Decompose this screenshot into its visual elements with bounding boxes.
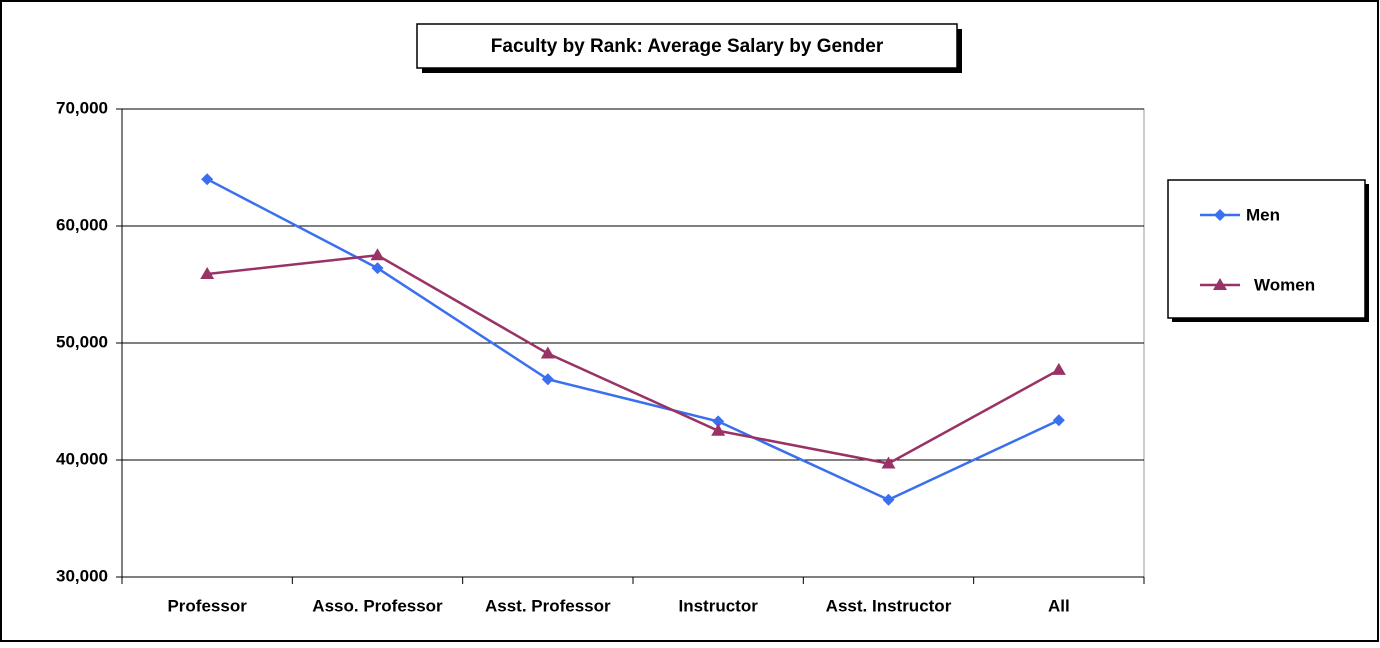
- title-box: [416, 23, 958, 69]
- y-tick-label: 60,000: [56, 215, 108, 234]
- data-point: [200, 266, 215, 279]
- data-point: [1051, 362, 1066, 375]
- data-point: [201, 173, 214, 186]
- x-tick-label: All: [1048, 596, 1070, 615]
- data-point: [370, 248, 385, 261]
- data-point: [541, 373, 554, 386]
- series-line: [206, 178, 1060, 502]
- series-line: [207, 253, 1060, 465]
- x-tick-label: Professor: [167, 596, 247, 615]
- legend-box: [1167, 179, 1366, 319]
- x-tick-label: Asst. Instructor: [826, 596, 952, 615]
- legend-label: Women: [1254, 275, 1315, 294]
- x-tick-label: Instructor: [678, 596, 758, 615]
- data-point: [712, 415, 725, 428]
- chart-title: Faculty by Rank: Average Salary by Gende…: [491, 36, 884, 57]
- legend-marker: [1214, 209, 1226, 221]
- x-tick-label: Asso. Professor: [312, 596, 443, 615]
- data-point: [881, 456, 896, 469]
- data-point: [882, 493, 895, 506]
- y-tick-label: 30,000: [56, 566, 108, 585]
- data-point: [371, 262, 384, 275]
- data-point: [711, 423, 726, 436]
- y-tick-label: 50,000: [56, 332, 108, 351]
- x-tick-label: Asst. Professor: [485, 596, 611, 615]
- data-point: [1052, 414, 1065, 427]
- y-tick-label: 70,000: [56, 98, 108, 117]
- legend-marker: [1213, 278, 1227, 290]
- y-tick-label: 40,000: [56, 449, 108, 468]
- legend-label: Men: [1246, 205, 1280, 224]
- data-point: [540, 346, 555, 359]
